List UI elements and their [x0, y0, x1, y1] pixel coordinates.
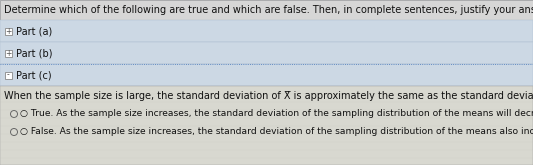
Text: ○ False. As the sample size increases, the standard deviation of the sampling di: ○ False. As the sample size increases, t… — [20, 128, 533, 136]
Bar — [0, 42, 533, 64]
Bar — [0, 64, 533, 86]
Text: +: + — [5, 49, 11, 57]
Text: -: - — [6, 70, 10, 80]
Bar — [4, 28, 12, 34]
Text: Part (b): Part (b) — [16, 48, 52, 58]
Text: Part (c): Part (c) — [16, 70, 52, 80]
Bar — [4, 50, 12, 56]
Bar — [4, 71, 12, 79]
Bar — [0, 86, 533, 165]
Text: When the sample size is large, the standard deviation of Χ̅ is approximately the: When the sample size is large, the stand… — [4, 91, 533, 101]
Text: ○ True. As the sample size increases, the standard deviation of the sampling dis: ○ True. As the sample size increases, th… — [20, 110, 533, 118]
Text: Part (a): Part (a) — [16, 26, 52, 36]
Bar — [0, 0, 533, 20]
Text: Determine which of the following are true and which are false. Then, in complete: Determine which of the following are tru… — [4, 5, 533, 15]
Bar — [0, 20, 533, 42]
Text: +: + — [5, 27, 11, 35]
